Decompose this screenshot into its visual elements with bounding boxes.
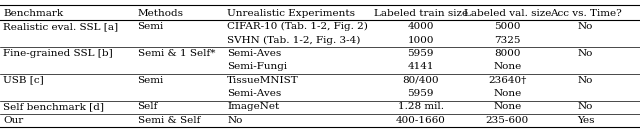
Text: No: No xyxy=(578,102,593,111)
Text: 235-600: 235-600 xyxy=(486,116,529,125)
Text: 4000: 4000 xyxy=(408,22,434,31)
Text: TissueMNIST: TissueMNIST xyxy=(227,76,299,85)
Text: ImageNet: ImageNet xyxy=(227,102,280,111)
Text: Benchmark: Benchmark xyxy=(3,9,63,18)
Text: No: No xyxy=(578,22,593,31)
Text: 5000: 5000 xyxy=(494,22,520,31)
Text: SVHN (Tab. 1-2, Fig. 3-4): SVHN (Tab. 1-2, Fig. 3-4) xyxy=(227,36,360,45)
Text: 23640†: 23640† xyxy=(488,76,526,85)
Text: 1.28 mil.: 1.28 mil. xyxy=(398,102,444,111)
Text: Unrealistic Experiments: Unrealistic Experiments xyxy=(227,9,355,18)
Text: Methods: Methods xyxy=(138,9,184,18)
Text: CIFAR-10 (Tab. 1-2, Fig. 2): CIFAR-10 (Tab. 1-2, Fig. 2) xyxy=(227,22,368,31)
Text: None: None xyxy=(493,89,522,98)
Text: 5959: 5959 xyxy=(408,49,434,58)
Text: Labeled val. size: Labeled val. size xyxy=(463,9,551,18)
Text: 1000: 1000 xyxy=(408,36,434,45)
Text: 80/400: 80/400 xyxy=(403,76,439,85)
Text: Realistic eval. SSL [a]: Realistic eval. SSL [a] xyxy=(3,22,118,31)
Text: Yes: Yes xyxy=(577,116,595,125)
Text: 5959: 5959 xyxy=(408,89,434,98)
Text: Semi-Aves: Semi-Aves xyxy=(227,49,282,58)
Text: 4141: 4141 xyxy=(408,62,434,71)
Text: Fine-grained SSL [b]: Fine-grained SSL [b] xyxy=(3,49,113,58)
Text: Semi-Fungi: Semi-Fungi xyxy=(227,62,287,71)
Text: Acc vs. Time?: Acc vs. Time? xyxy=(550,9,621,18)
Text: Semi & 1 Self*: Semi & 1 Self* xyxy=(138,49,215,58)
Text: No: No xyxy=(578,76,593,85)
Text: Labeled train size: Labeled train size xyxy=(374,9,468,18)
Text: Semi-Aves: Semi-Aves xyxy=(227,89,282,98)
Text: 400-1660: 400-1660 xyxy=(396,116,445,125)
Text: Our: Our xyxy=(3,116,24,125)
Text: Semi & Self: Semi & Self xyxy=(138,116,200,125)
Text: 8000: 8000 xyxy=(494,49,520,58)
Text: None: None xyxy=(493,62,522,71)
Text: USB [c]: USB [c] xyxy=(3,76,44,85)
Text: 7325: 7325 xyxy=(494,36,520,45)
Text: No: No xyxy=(578,49,593,58)
Text: Self benchmark [d]: Self benchmark [d] xyxy=(3,102,104,111)
Text: Self: Self xyxy=(138,102,158,111)
Text: Semi: Semi xyxy=(138,22,164,31)
Text: None: None xyxy=(493,102,522,111)
Text: Semi: Semi xyxy=(138,76,164,85)
Text: No: No xyxy=(227,116,243,125)
